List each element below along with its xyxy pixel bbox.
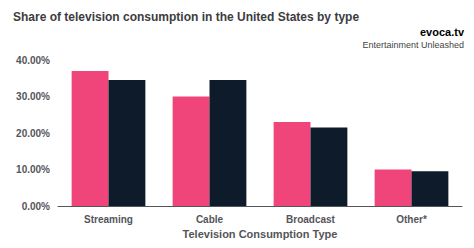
svg-text:Streaming: Streaming	[84, 214, 133, 225]
svg-text:Entertainment Unleashed: Entertainment Unleashed	[362, 40, 464, 50]
svg-text:Share of television consumptio: Share of television consumption in the U…	[13, 10, 359, 24]
svg-text:40.00%: 40.00%	[16, 55, 50, 66]
svg-text:0.00%: 0.00%	[22, 201, 50, 212]
svg-text:Other*: Other*	[396, 214, 427, 225]
svg-text:Broadcast: Broadcast	[286, 214, 336, 225]
svg-text:Television Consumption Type: Television Consumption Type	[183, 228, 338, 240]
svg-text:30.00%: 30.00%	[16, 91, 50, 102]
svg-text:evoca.tv: evoca.tv	[420, 26, 465, 38]
svg-text:20.00%: 20.00%	[16, 128, 50, 139]
svg-text:10.00%: 10.00%	[16, 164, 50, 175]
svg-text:Cable: Cable	[196, 214, 224, 225]
